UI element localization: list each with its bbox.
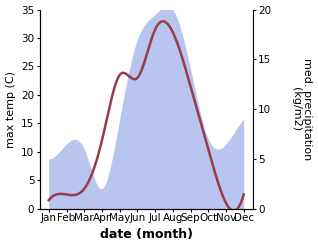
Y-axis label: med. precipitation
(kg/m2): med. precipitation (kg/m2) bbox=[291, 58, 313, 160]
X-axis label: date (month): date (month) bbox=[100, 228, 193, 242]
Y-axis label: max temp (C): max temp (C) bbox=[5, 71, 16, 148]
